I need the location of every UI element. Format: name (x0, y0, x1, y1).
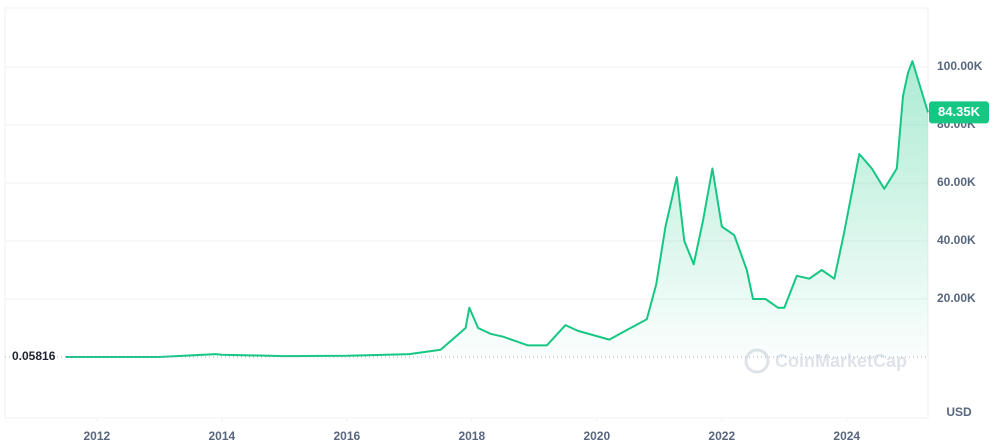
y-tick-label: 40.00K (937, 233, 976, 247)
last-price-label: 84.35K (938, 104, 981, 119)
currency-label: USD (946, 405, 972, 419)
y-tick-label: 60.00K (937, 175, 976, 189)
x-tick-label: 2022 (708, 429, 735, 443)
x-tick-label: 2018 (458, 429, 485, 443)
price-line (65, 60, 929, 358)
y-tick-label: 100.00K (937, 59, 983, 73)
y-tick-label: 20.00K (937, 291, 976, 305)
x-tick-label: 2020 (583, 429, 610, 443)
x-tick-label: 2016 (333, 429, 360, 443)
x-tick-label: 2024 (833, 429, 860, 443)
last-price-tag (929, 101, 989, 124)
price-area (65, 61, 929, 357)
x-tick-label: 2014 (208, 429, 235, 443)
start-price-label: 0.05816 (12, 349, 56, 363)
x-tick-label: 2012 (84, 429, 111, 443)
